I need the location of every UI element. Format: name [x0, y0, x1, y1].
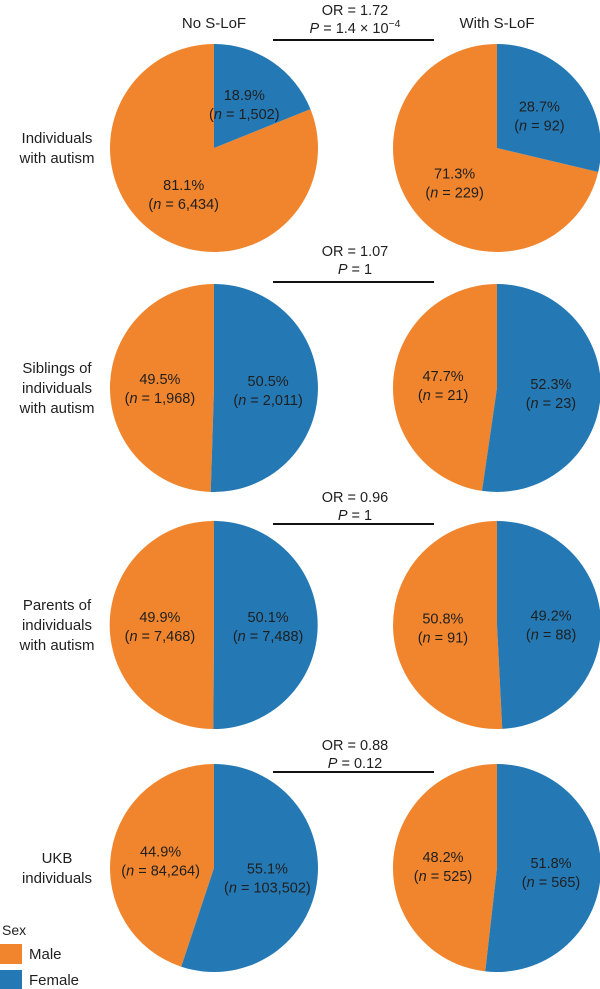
pie-slice-male: [393, 521, 503, 729]
row-label-4: UKB individuals: [22, 850, 92, 887]
row-label-3: Parents of individuals with autism: [18, 597, 94, 654]
slice-label-female: 50.5% (n = 2,011): [233, 374, 303, 409]
pie-slice-female: [214, 44, 311, 148]
slice-label-male: 50.8% (n = 91): [418, 611, 468, 646]
legend-title: Sex: [2, 922, 26, 938]
odds-ratio-label: OR = 0.96: [322, 490, 389, 506]
slice-label-female: 51.8% (n = 565): [522, 856, 580, 891]
p-value-label: P = 1: [338, 262, 372, 278]
slice-label-female: 18.9% (n = 1,502): [209, 88, 280, 123]
pie-2-with-slof: 47.7% (n = 21) 52.3% (n = 23): [392, 283, 600, 492]
slice-label-male: 49.5% (n = 1,968): [125, 372, 196, 407]
p-value-label: P = 1.4 × 10−4: [310, 18, 401, 37]
pie-row-1: Individuals with autism OR = 1.72P = 1.4 ×…: [18, 3, 600, 252]
odds-ratio-label: OR = 1.07: [322, 244, 389, 260]
pie-slice-female: [210, 284, 318, 492]
row-label-1: Individuals with autism: [18, 130, 94, 167]
slice-label-male: 71.3% (n = 229): [425, 167, 483, 202]
legend-label-male: Male: [29, 946, 62, 963]
legend-swatch-male: [0, 944, 22, 964]
pie-row-4: UKB individuals OR = 0.88 P = 0.12 44.9% (n =…: [22, 738, 600, 972]
pie-slice-male: [392, 43, 599, 252]
pie-3-with-slof: 50.8% (n = 91) 49.2% (n = 88): [393, 521, 600, 729]
odds-ratio-label: OR = 0.88: [322, 738, 389, 754]
slice-label-male: 81.1% (n = 6,434): [148, 178, 219, 213]
column-header-with-slof: With S-LoF: [459, 15, 534, 32]
slice-label-male: 48.2% (n = 525): [414, 850, 472, 885]
pie-slice-male: [392, 283, 497, 491]
slice-label-male: 47.7% (n = 21): [418, 369, 468, 404]
slice-label-female: 52.3% (n = 23): [526, 377, 576, 412]
legend-swatch-female: [0, 970, 22, 989]
pie-slice-female: [485, 764, 600, 972]
legend-label-female: Female: [29, 972, 79, 989]
pie-4-no-slof: 44.9% (n = 84,264) 55.1% (n = 103,502): [109, 764, 318, 972]
slice-label-female: 49.2% (n = 88): [526, 609, 576, 644]
pie-slice-female: [181, 764, 318, 972]
pie-slice-male: [392, 764, 497, 972]
p-value-label: P = 0.12: [328, 756, 382, 772]
p-value-label: P = 1: [338, 508, 372, 524]
pie-slice-female: [497, 521, 600, 729]
odds-ratio-label: OR = 1.72: [322, 3, 389, 19]
pie-1-with-slof: 71.3% (n = 229) 28.7% (n = 92): [392, 43, 600, 252]
pie-slice-male: [109, 764, 214, 967]
pie-4-with-slof: 48.2% (n = 525) 51.8% (n = 565): [392, 764, 600, 972]
pie-slice-male: [109, 284, 214, 492]
slice-label-male: 49.9% (n = 7,468): [125, 610, 196, 645]
pie-2-no-slof: 49.5% (n = 1,968) 50.5% (n = 2,011): [109, 284, 318, 492]
column-headers: No S-LoF With S-LoF: [182, 15, 535, 32]
pie-slice-female: [213, 521, 318, 730]
pie-slice-male: [109, 44, 318, 252]
row-label-2: Siblings of individuals with autism: [18, 360, 94, 417]
pie-slice-female: [482, 284, 600, 492]
pie-slice-female: [497, 44, 600, 172]
slice-label-female: 50.1% (n = 7,488): [233, 610, 304, 645]
column-header-no-slof: No S-LoF: [182, 15, 246, 32]
slice-label-male: 44.9% (n = 84,264): [121, 844, 200, 879]
pie-slice-male: [109, 520, 214, 729]
pie-3-no-slof: 49.9% (n = 7,468) 50.1% (n = 7,488): [109, 520, 318, 730]
slice-label-female: 55.1% (n = 103,502): [224, 862, 311, 897]
slice-label-female: 28.7% (n = 92): [514, 100, 564, 135]
pie-row-2: Siblings of individuals with autism OR = 1.…: [18, 244, 600, 492]
pie-1-no-slof: 81.1% (n = 6,434) 18.9% (n = 1,502): [109, 44, 318, 252]
pie-row-3: Parents of individuals with autism OR = 0.9…: [18, 490, 600, 730]
pie-rows: Individuals with autism OR = 1.72P = 1.4 ×…: [18, 3, 600, 972]
